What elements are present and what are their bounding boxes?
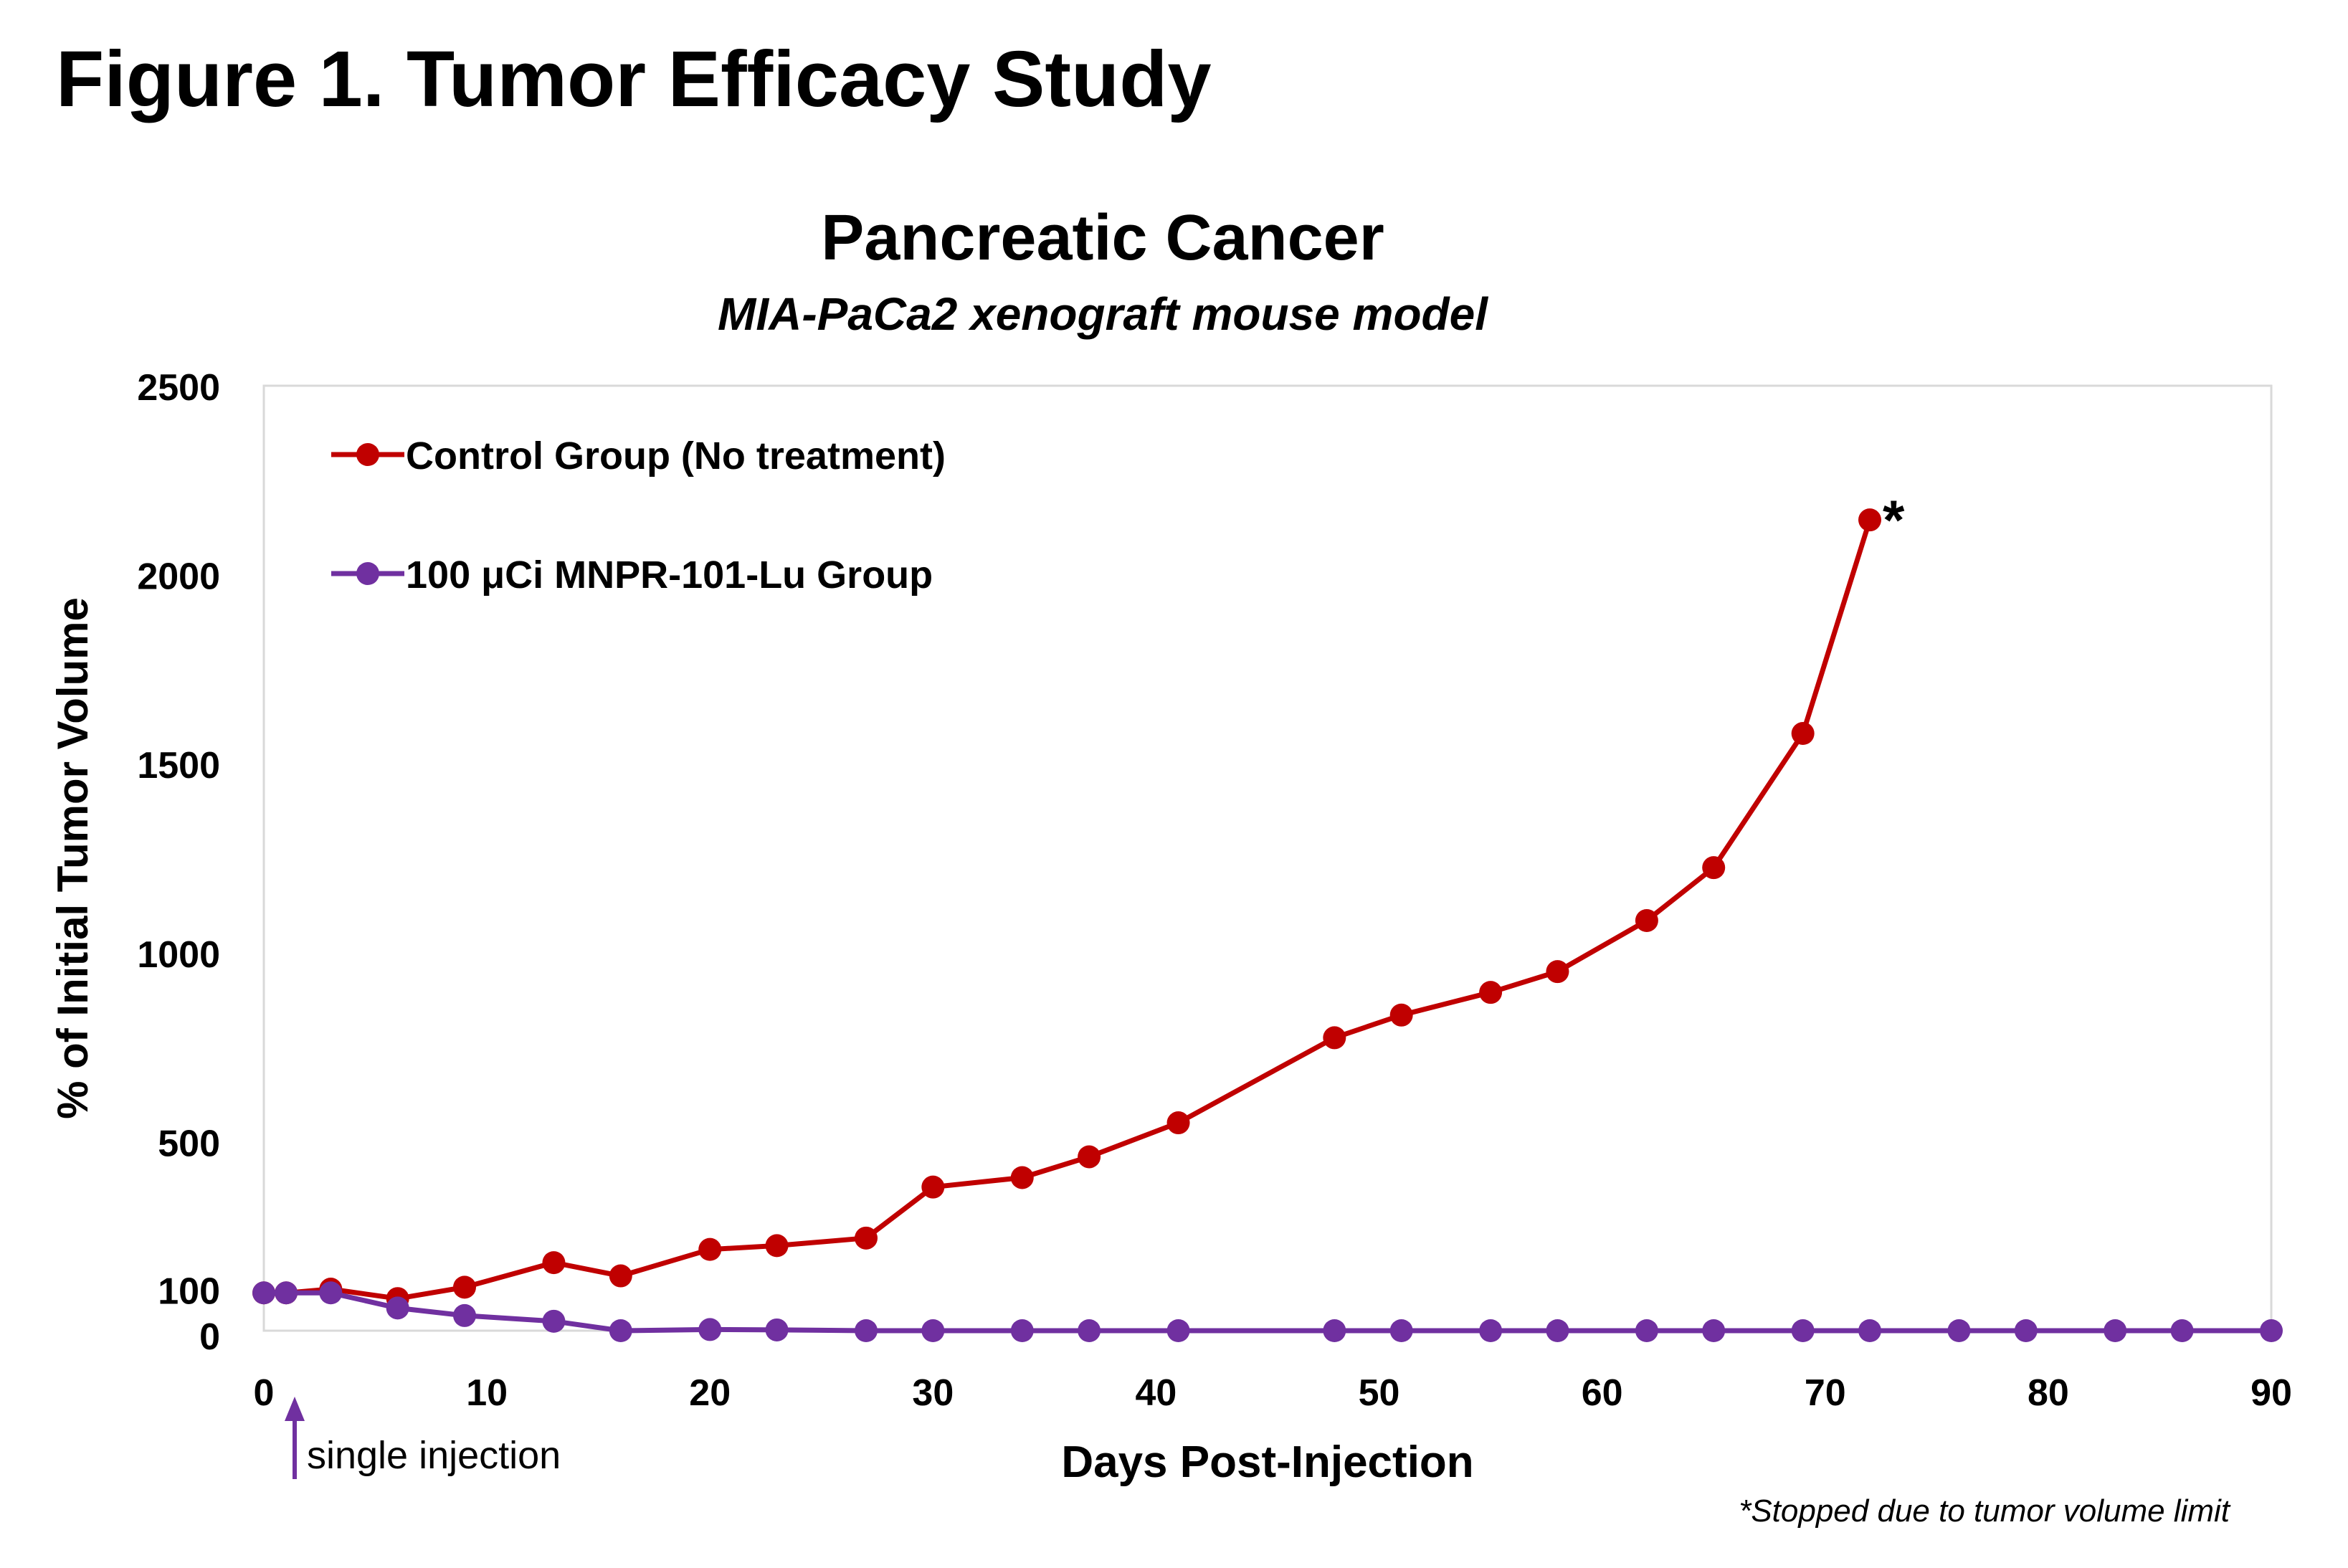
x-tick-label: 0 bbox=[254, 1372, 275, 1414]
data-point bbox=[1166, 1319, 1190, 1342]
data-point bbox=[1323, 1319, 1346, 1342]
data-point bbox=[698, 1237, 722, 1261]
footnote: *Stopped due to tumor volume limit bbox=[1739, 1493, 2231, 1529]
data-point bbox=[1389, 1003, 1413, 1027]
x-tick-label: 90 bbox=[2250, 1372, 2292, 1414]
data-point bbox=[1010, 1166, 1034, 1189]
data-point bbox=[2014, 1319, 2038, 1342]
data-point bbox=[1947, 1319, 1971, 1342]
data-point bbox=[1078, 1319, 1101, 1342]
x-tick-label: 60 bbox=[1582, 1372, 1623, 1414]
plot-area bbox=[262, 384, 2273, 1332]
y-tick-label: 100 bbox=[158, 1270, 220, 1312]
data-point bbox=[386, 1296, 409, 1320]
y-tick-label: 2500 bbox=[137, 367, 220, 409]
data-point bbox=[1479, 981, 1503, 1004]
legend-label-treatment: 100 μCi MNPR-101-Lu Group bbox=[406, 553, 933, 597]
data-point bbox=[1166, 1111, 1190, 1135]
injection-note: single injection bbox=[307, 1434, 561, 1477]
data-point bbox=[1858, 508, 1881, 532]
series-line bbox=[264, 1290, 2271, 1334]
injection-arrow-head bbox=[285, 1397, 305, 1421]
legend-item-control: Control Group (No treatment) bbox=[331, 434, 946, 477]
data-point bbox=[765, 1234, 789, 1258]
data-point bbox=[1323, 1026, 1346, 1050]
data-point bbox=[2260, 1319, 2283, 1342]
data-point bbox=[1389, 1319, 1413, 1342]
data-point bbox=[542, 1309, 566, 1333]
data-point bbox=[453, 1275, 476, 1299]
chart-title: Pancreatic Cancer bbox=[821, 202, 1384, 274]
data-point bbox=[1791, 1319, 1815, 1342]
data-point bbox=[1635, 1319, 1658, 1342]
data-point bbox=[1702, 1319, 1726, 1342]
data-point bbox=[1479, 1319, 1503, 1342]
data-point bbox=[1078, 1145, 1101, 1169]
figure-title: Figure 1. Tumor Efficacy Study bbox=[56, 35, 1212, 123]
y-tick-label: 0 bbox=[199, 1316, 220, 1358]
data-point bbox=[1635, 908, 1658, 932]
x-tick-label: 20 bbox=[689, 1372, 731, 1414]
data-point bbox=[609, 1319, 632, 1342]
data-point bbox=[765, 1318, 789, 1341]
data-point bbox=[855, 1226, 878, 1250]
data-point bbox=[1546, 960, 1569, 984]
x-tick-label: 80 bbox=[2028, 1372, 2069, 1414]
series-line bbox=[264, 519, 1873, 1301]
legend: Control Group (No treatment) 100 μCi MNP… bbox=[331, 434, 946, 597]
data-point bbox=[542, 1251, 566, 1275]
x-tick-label: 70 bbox=[1805, 1372, 1846, 1414]
y-axis-label: % of Initial Tumor Volume bbox=[49, 597, 97, 1119]
data-point bbox=[698, 1318, 722, 1341]
data-point bbox=[1010, 1319, 1034, 1342]
y-tick-label: 1500 bbox=[137, 745, 220, 787]
legend-label-control: Control Group (No treatment) bbox=[406, 434, 946, 477]
chart-subtitle: MIA-PaCa2 xenograft mouse model bbox=[718, 288, 1488, 340]
data-point bbox=[1791, 722, 1815, 746]
data-point bbox=[453, 1303, 476, 1327]
series-0 bbox=[252, 508, 1881, 1311]
x-tick-label: 40 bbox=[1136, 1372, 1177, 1414]
data-point bbox=[1858, 1319, 1881, 1342]
legend-item-treatment: 100 μCi MNPR-101-Lu Group bbox=[331, 553, 933, 597]
injection-annotation: single injection bbox=[285, 1397, 561, 1479]
x-axis-label: Days Post-Injection bbox=[1061, 1438, 1473, 1487]
data-point bbox=[1546, 1319, 1569, 1342]
data-point bbox=[921, 1175, 945, 1199]
data-point bbox=[252, 1281, 275, 1305]
x-tick-label: 10 bbox=[466, 1372, 508, 1414]
data-point bbox=[2104, 1319, 2127, 1342]
y-tick-label: 2000 bbox=[137, 556, 220, 598]
x-tick-label: 30 bbox=[912, 1372, 954, 1414]
data-point bbox=[275, 1281, 298, 1305]
y-tick-label: 500 bbox=[158, 1123, 220, 1164]
data-point bbox=[1702, 856, 1726, 880]
data-point bbox=[921, 1319, 945, 1342]
series-1 bbox=[252, 1281, 2283, 1342]
data-point bbox=[2170, 1319, 2194, 1342]
data-point bbox=[609, 1264, 632, 1288]
end-marker-annotation: * bbox=[1883, 488, 1905, 551]
data-point bbox=[855, 1319, 878, 1342]
y-tick-label: 1000 bbox=[137, 934, 220, 976]
data-point bbox=[319, 1281, 343, 1305]
x-tick-label: 50 bbox=[1359, 1372, 1400, 1414]
